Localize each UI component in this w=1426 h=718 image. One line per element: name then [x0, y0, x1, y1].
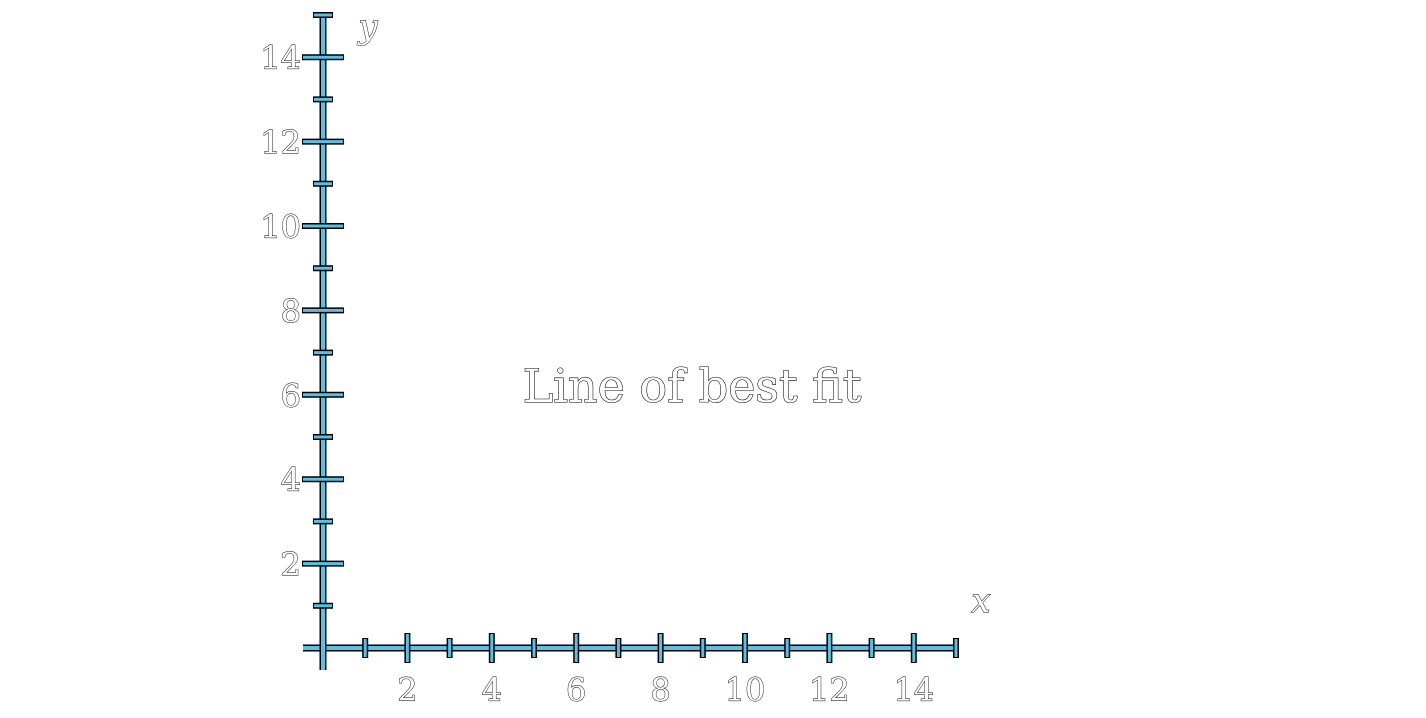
x-tick-labels: 2 4 6 8 10 12 14	[397, 671, 935, 710]
y-tick-label: 10	[260, 208, 301, 246]
x-axis-label: x	[971, 581, 990, 621]
x-tick-label: 8	[650, 671, 670, 709]
y-ticks	[302, 12, 344, 609]
x-tick-label: 12	[809, 671, 850, 709]
y-tick-label: 4	[281, 461, 301, 499]
y-tick-label: 12	[260, 124, 301, 162]
x-tick-label: 10	[725, 671, 766, 709]
y-axis-label: y	[356, 7, 378, 47]
x-tick-label: 6	[566, 671, 586, 709]
y-tick-label: 2	[281, 546, 301, 584]
y-tick-labels: 2 4 6 8 10 12 14	[260, 39, 302, 584]
axes	[303, 13, 958, 670]
y-tick-label: 6	[281, 377, 301, 415]
x-tick-label: 4	[482, 671, 502, 709]
y-tick-label: 8	[281, 292, 301, 330]
x-ticks	[362, 633, 959, 663]
x-tick-label: 14	[893, 671, 934, 709]
chart-title: Line of best fit	[523, 359, 862, 413]
x-tick-label: 2	[397, 671, 417, 709]
y-tick-label: 14	[260, 39, 301, 77]
